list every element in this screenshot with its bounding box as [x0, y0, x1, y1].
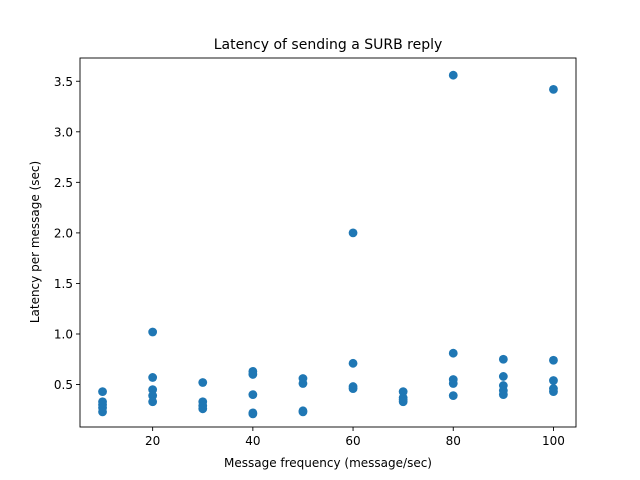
- data-point: [448, 70, 458, 80]
- data-point: [549, 387, 558, 397]
- data-point: [498, 354, 508, 364]
- data-point: [348, 228, 358, 238]
- data-point: [348, 384, 358, 393]
- data-point: [148, 327, 158, 337]
- y-tick-label: 2.0: [54, 226, 73, 240]
- chart-title: Latency of sending a SURB reply: [214, 37, 443, 53]
- data-point: [549, 376, 558, 385]
- data-point: [549, 355, 558, 365]
- data-point: [298, 379, 308, 388]
- data-point: [248, 409, 258, 419]
- data-point: [398, 387, 408, 397]
- x-axis-label: Message frequency (message/sec): [224, 456, 432, 470]
- y-tick-label: 1.5: [54, 277, 73, 291]
- data-point: [248, 390, 258, 400]
- data-point: [398, 397, 408, 407]
- data-point: [198, 404, 208, 414]
- x-tick-label: 100: [542, 434, 565, 448]
- y-tick-label: 1.0: [54, 327, 73, 341]
- x-tick-label: 60: [345, 434, 360, 448]
- data-point: [148, 391, 158, 401]
- data-point: [498, 372, 508, 381]
- data-point: [148, 397, 158, 407]
- data-point: [348, 358, 358, 368]
- data-point: [298, 407, 308, 417]
- data-point: [448, 379, 458, 388]
- y-tick-label: 3.5: [54, 75, 73, 89]
- data-point: [198, 378, 208, 387]
- x-tick-label: 80: [446, 434, 461, 448]
- data-point: [498, 390, 508, 400]
- data-point: [98, 387, 107, 397]
- y-tick-label: 0.5: [54, 378, 73, 392]
- y-tick-label: 2.5: [54, 176, 73, 190]
- data-point: [448, 391, 458, 401]
- x-tick-label: 40: [245, 434, 260, 448]
- y-tick-label: 3.0: [54, 125, 73, 139]
- data-point: [448, 348, 458, 358]
- data-point: [549, 84, 558, 94]
- y-axis-label: Latency per message (sec): [28, 161, 42, 323]
- x-tick-label: 20: [145, 434, 160, 448]
- data-point: [148, 373, 158, 382]
- axes-frame: [79, 57, 577, 428]
- data-point: [248, 370, 258, 379]
- data-point: [148, 385, 158, 394]
- plot-area: 20 40 60 80 100 0.5 1.0 1.5 2.0 2.5 3.0 3.5: [54, 57, 577, 448]
- data-point: [98, 407, 107, 417]
